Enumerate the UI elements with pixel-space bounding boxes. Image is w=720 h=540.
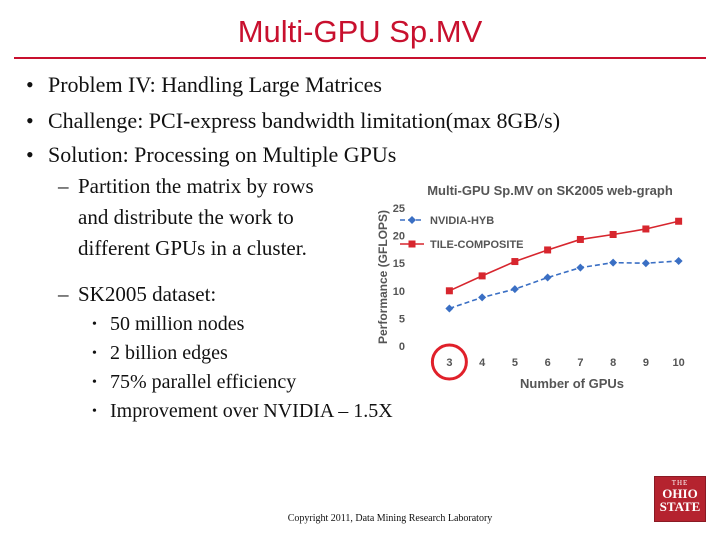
data-point-diamond (510, 285, 519, 294)
bullet-dot: • (26, 108, 34, 133)
data-point-square (609, 230, 617, 238)
data-point-diamond (478, 293, 487, 302)
y-tick-label: 5 (399, 313, 405, 325)
x-tick-label: 7 (577, 357, 583, 369)
logo-line: OHIO (662, 486, 698, 501)
bullet-dot: • (92, 317, 97, 332)
y-axis-label: Performance (GFLOPS) (376, 210, 390, 344)
legend-marker-square (408, 240, 416, 248)
data-point-square (576, 235, 584, 243)
sub-bullet-dash: – (58, 174, 69, 198)
y-tick-label: 10 (393, 286, 405, 298)
bullet-text: Challenge: PCI-express bandwidth limitat… (48, 108, 561, 133)
legend-label: TILE-COMPOSITE (430, 239, 524, 251)
detail-text: 50 million nodes (110, 313, 245, 335)
title-divider (14, 57, 706, 59)
sub-bullet-continuation: different GPUs in a cluster. (78, 236, 307, 260)
data-point-square (445, 287, 453, 295)
legend-label: NVIDIA-HYB (430, 215, 494, 227)
data-point-diamond (609, 258, 618, 267)
data-point-square (478, 272, 486, 280)
legend-marker-diamond (408, 216, 416, 224)
data-point-diamond (543, 273, 552, 282)
bullet-text: Problem IV: Handling Large Matrices (48, 72, 382, 97)
slide-title: Multi-GPU Sp.MV (237, 14, 483, 49)
copyright-footer: Copyright 2011, Data Mining Research Lab… (287, 513, 493, 524)
series-line-tile-composite (449, 220, 679, 292)
detail-text: Improvement over NVIDIA – 1.5X (110, 400, 393, 422)
chart-title: Multi-GPU Sp.MV on SK2005 web-graph (427, 183, 673, 198)
bullet-dot: • (92, 346, 97, 361)
data-point-diamond (445, 304, 454, 313)
x-tick-label: 6 (545, 357, 551, 369)
data-point-square (544, 246, 552, 254)
y-tick-label: 20 (393, 231, 405, 243)
university-logo: THE OHIO STATE (654, 476, 706, 522)
y-tick-label: 15 (393, 258, 405, 270)
x-tick-label: 5 (512, 357, 518, 369)
detail-text: 2 billion edges (110, 342, 228, 364)
data-point-diamond (576, 263, 585, 272)
x-axis-label: Number of GPUs (520, 376, 624, 391)
logo-line: THE (671, 479, 689, 487)
data-point-diamond (641, 259, 650, 268)
x-tick-label: 8 (610, 357, 616, 369)
x-tick-label: 3 (446, 357, 452, 369)
logo-line: STATE (659, 499, 701, 514)
x-tick-label: 10 (673, 357, 685, 369)
sub-bullet-text: SK2005 dataset: (78, 282, 217, 306)
bullet-dot: • (26, 142, 34, 167)
x-tick-label: 9 (643, 357, 649, 369)
series-line-nvidia-hyb (449, 260, 679, 310)
gflops-line-chart: Multi-GPU Sp.MV on SK2005 web-graph Perfo… (376, 183, 685, 391)
y-tick-label: 25 (393, 203, 405, 215)
bullet-dot: • (92, 404, 97, 419)
sub-bullet-continuation: and distribute the work to (78, 205, 294, 229)
bullet-dot: • (26, 72, 34, 97)
x-tick-label: 4 (479, 357, 486, 369)
data-point-diamond (674, 256, 683, 265)
data-point-square (675, 217, 683, 225)
bullet-text: Solution: Processing on Multiple GPUs (48, 142, 397, 167)
highlight-circle (430, 343, 468, 381)
detail-text: 75% parallel efficiency (110, 371, 297, 393)
bullet-dot: • (92, 375, 97, 390)
sub-bullet-dash: – (58, 282, 69, 306)
sub-bullet-text: Partition the matrix by rows (78, 174, 314, 198)
data-point-square (642, 225, 650, 233)
y-tick-label: 0 (399, 341, 405, 353)
data-point-square (511, 258, 519, 266)
